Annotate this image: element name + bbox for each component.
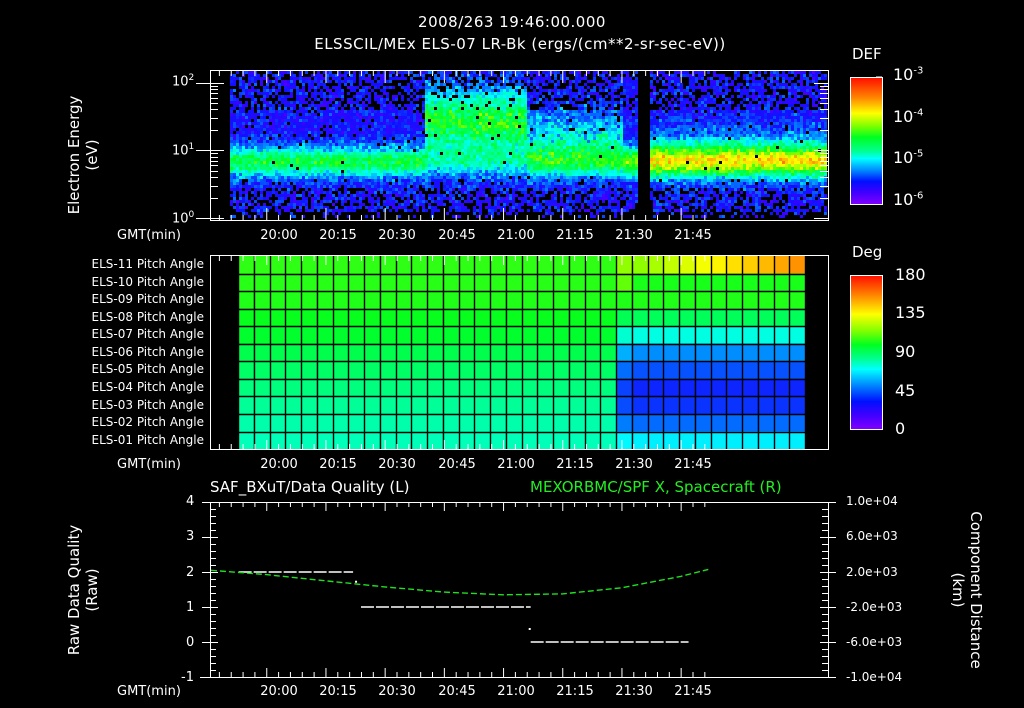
pa-row-label: ELS-05 Pitch Angle bbox=[91, 362, 204, 376]
pa-row-label: ELS-11 Pitch Angle bbox=[91, 257, 204, 271]
ytick-right: -2.0e+03 bbox=[846, 600, 903, 614]
xtick: 20:30 bbox=[378, 457, 416, 472]
xtick: 20:30 bbox=[378, 228, 416, 243]
xtick: 20:45 bbox=[438, 684, 476, 699]
ytick-left: 3 bbox=[186, 529, 195, 544]
xtick: 21:15 bbox=[556, 457, 594, 472]
xtick: 20:45 bbox=[438, 457, 476, 472]
panel3-left-title: SAF_BXuT/Data Quality (L) bbox=[210, 478, 410, 496]
pa-row-label: ELS-06 Pitch Angle bbox=[91, 345, 204, 359]
ytick-right: -1.0e+04 bbox=[846, 670, 903, 684]
deg-tick: 135 bbox=[895, 303, 926, 322]
ytick-1e2: 102 bbox=[172, 73, 195, 90]
deg-colorbar-title: Deg bbox=[852, 243, 883, 261]
xtick: 20:45 bbox=[438, 228, 476, 243]
ytick-left: 1 bbox=[186, 600, 195, 615]
xtick: 20:15 bbox=[319, 684, 357, 699]
xtick: 20:00 bbox=[260, 684, 298, 699]
ytick-left: -1 bbox=[181, 670, 194, 685]
chart-title: ELSSCIL/MEx ELS-07 LR-Bk (ergs/(cm**2-sr… bbox=[314, 35, 726, 53]
ytick-1e0: 100 bbox=[172, 210, 195, 227]
xtick: 21:30 bbox=[615, 228, 653, 243]
xtick: 21:15 bbox=[556, 228, 594, 243]
def-tick: 10-4 bbox=[893, 107, 924, 126]
def-tick: 10-3 bbox=[893, 65, 924, 84]
def-colorbar-title: DEF bbox=[852, 45, 882, 63]
xtick: 21:45 bbox=[674, 457, 712, 472]
deg-tick: 180 bbox=[895, 265, 926, 284]
deg-colorbar bbox=[850, 275, 883, 430]
timestamp-title: 2008/263 19:46:00.000 bbox=[418, 13, 606, 31]
ytick-right: 1.0e+04 bbox=[846, 494, 898, 508]
ytick-right: 6.0e+03 bbox=[846, 529, 898, 543]
pa-row-label: ELS-03 Pitch Angle bbox=[91, 398, 204, 412]
pa-row-label: ELS-10 Pitch Angle bbox=[91, 275, 204, 289]
ytick-left: 0 bbox=[186, 635, 195, 650]
ytick-left: 2 bbox=[186, 565, 195, 580]
pa-row-label: ELS-04 Pitch Angle bbox=[91, 380, 204, 394]
deg-tick: 0 bbox=[895, 419, 906, 438]
def-colorbar bbox=[850, 77, 883, 205]
xtick: 20:15 bbox=[319, 228, 357, 243]
deg-tick: 45 bbox=[895, 381, 916, 400]
xtick: 21:15 bbox=[556, 684, 594, 699]
panel3-right-title: MEXORBMC/SPF X, Spacecraft (R) bbox=[530, 478, 782, 496]
pa-row-label: ELS-07 Pitch Angle bbox=[91, 327, 204, 341]
panel2-xlabel: GMT(min) bbox=[117, 457, 181, 472]
panel1-xlabel: GMT(min) bbox=[117, 228, 181, 243]
xtick: 20:00 bbox=[260, 228, 298, 243]
xtick: 20:15 bbox=[319, 457, 357, 472]
xtick: 21:30 bbox=[615, 684, 653, 699]
xtick: 21:45 bbox=[674, 684, 712, 699]
pa-row-label: ELS-01 Pitch Angle bbox=[91, 433, 204, 447]
ytick-left: 4 bbox=[186, 494, 195, 509]
xtick: 21:00 bbox=[497, 457, 535, 472]
ytick-right: 2.0e+03 bbox=[846, 565, 898, 579]
pa-row-label: ELS-02 Pitch Angle bbox=[91, 415, 204, 429]
pa-row-label: ELS-08 Pitch Angle bbox=[91, 310, 204, 324]
ytick-1e1: 101 bbox=[172, 142, 195, 159]
xtick: 21:45 bbox=[674, 228, 712, 243]
def-tick: 10-6 bbox=[893, 190, 924, 209]
panel3-xlabel: GMT(min) bbox=[117, 684, 181, 699]
def-tick: 10-5 bbox=[893, 148, 924, 167]
deg-tick: 90 bbox=[895, 342, 916, 361]
xtick: 21:00 bbox=[497, 228, 535, 243]
ytick-right: -6.0e+03 bbox=[846, 635, 903, 649]
xtick: 20:00 bbox=[260, 457, 298, 472]
xtick: 20:30 bbox=[378, 684, 416, 699]
xtick: 21:30 bbox=[615, 457, 653, 472]
xtick: 21:00 bbox=[497, 684, 535, 699]
pa-row-label: ELS-09 Pitch Angle bbox=[91, 292, 204, 306]
